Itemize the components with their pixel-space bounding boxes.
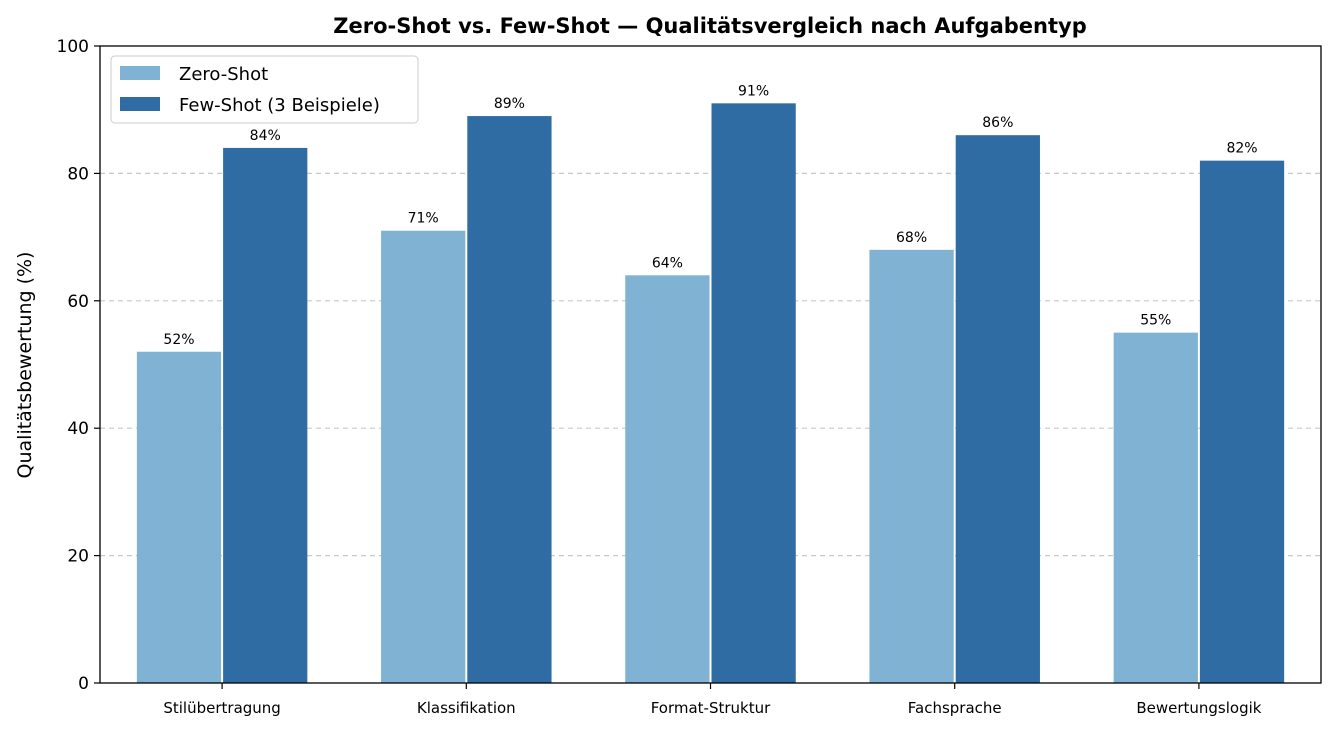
bar-zero-shot-3 bbox=[625, 275, 710, 683]
data-label: 52% bbox=[163, 332, 194, 348]
y-tick-label: 0 bbox=[78, 674, 89, 694]
y-tick-label: 40 bbox=[67, 419, 89, 439]
x-tick-label: Fachsprache bbox=[908, 699, 1002, 717]
bar-zero-shot-1 bbox=[136, 351, 222, 683]
x-tick-label: Format-Struktur bbox=[651, 699, 771, 717]
x-tick-label: Klassifikation bbox=[417, 699, 516, 717]
x-axis: Stilübertragung Klassifikation Format-Stru… bbox=[163, 683, 1262, 717]
bar-few-shot-2 bbox=[467, 116, 552, 683]
y-tick-label: 80 bbox=[67, 164, 89, 184]
data-label: 64% bbox=[652, 255, 683, 271]
data-label: 82% bbox=[1226, 141, 1257, 157]
y-axis-label: Qualitätsbewertung (%) bbox=[14, 252, 36, 479]
bar-few-shot-3 bbox=[711, 103, 796, 683]
data-label: 89% bbox=[494, 96, 525, 112]
bar-few-shot-1 bbox=[223, 147, 308, 684]
bar-zero-shot-5 bbox=[1113, 332, 1198, 683]
bar-few-shot-4 bbox=[955, 135, 1040, 683]
legend-label-zero-shot: Zero-Shot bbox=[179, 64, 268, 85]
data-label: 84% bbox=[250, 128, 281, 144]
y-tick-label: 20 bbox=[67, 547, 89, 567]
data-label: 86% bbox=[982, 115, 1013, 131]
data-label: 68% bbox=[896, 230, 927, 246]
legend: Zero-Shot Few-Shot (3 Beispiele) bbox=[110, 55, 419, 124]
legend-frame bbox=[110, 55, 419, 124]
data-labels: 52% 84% 71% 89% 64% 91% 68% 86% 55% 82% bbox=[163, 83, 1257, 347]
bar-zero-shot-2 bbox=[381, 230, 466, 684]
legend-swatch-zero-shot bbox=[120, 66, 160, 80]
y-tick-label: 100 bbox=[57, 37, 89, 57]
legend-swatch-few-shot bbox=[120, 97, 160, 111]
data-label: 55% bbox=[1140, 313, 1171, 329]
data-label: 91% bbox=[738, 83, 769, 99]
chart-title: Zero-Shot vs. Few-Shot — Qualitätsvergle… bbox=[333, 14, 1086, 38]
bar-few-shot-5 bbox=[1199, 160, 1285, 683]
bars bbox=[136, 103, 1285, 684]
y-tick-label: 60 bbox=[67, 292, 89, 312]
x-tick-label: Stilübertragung bbox=[163, 699, 280, 717]
x-tick-label: Bewertungslogik bbox=[1136, 699, 1261, 717]
data-label: 71% bbox=[408, 211, 439, 227]
bar-zero-shot-4 bbox=[869, 249, 954, 683]
y-axis: 0 20 40 60 80 100 bbox=[57, 37, 100, 694]
legend-label-few-shot: Few-Shot (3 Beispiele) bbox=[179, 95, 380, 116]
